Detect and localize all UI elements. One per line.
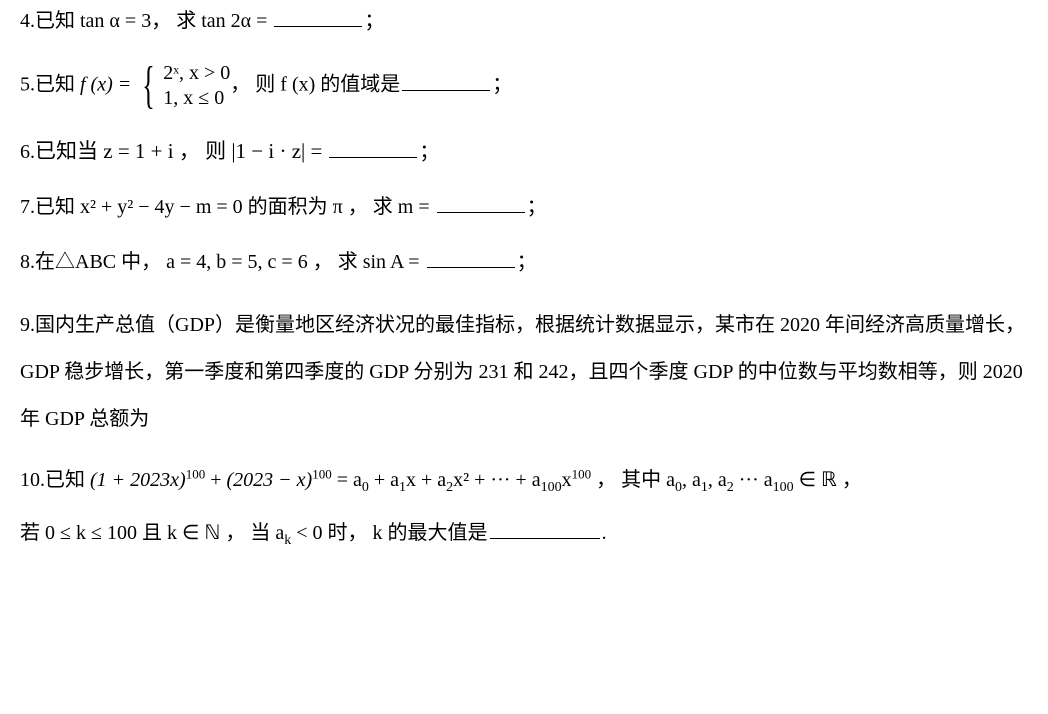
blank-4 [274,6,362,27]
p10-exp1: 100 [186,466,206,481]
p10-c1: 1 [701,480,708,495]
problem-8-num: 8. [20,251,35,273]
case-2: 1, x ≤ 0 [163,86,230,111]
blank-7 [437,192,525,213]
problem-5: 5.已知 f (x) = {2ˣ, x > 01, x ≤ 0， 则 f (x)… [20,61,1028,111]
blank-5 [402,70,490,91]
problem-8-post: ； [517,251,537,273]
problem-10-line1: 10.已知 (1 + 2023x)100 + (2023 − x)100 = a… [20,465,1028,496]
p10b-post: . [602,522,607,544]
problem-4: 4.已知 tan α = 3， 求 tan 2α = ； [20,6,1028,37]
p10-t4: x [562,469,572,491]
p10-c100: 100 [773,480,794,495]
p10-t2: x + a [406,469,446,491]
p10-pre: 已知 [45,469,90,491]
problem-4-text: 已知 tan α = 3， 求 tan 2α = [35,10,267,32]
p10-expr1: (1 + 2023x) [90,469,186,491]
problem-6-num: 6. [20,141,35,163]
p10-a100: 100 [541,480,562,495]
problem-7: 7.已知 x² + y² − 4y − m = 0 的面积为 π ， 求 m =… [20,192,1028,223]
problem-5-post: ； [492,74,512,96]
p10-t1: + a [369,469,399,491]
problem-8-text: 在△ABC 中， a = 4, b = 5, c = 6 ， 求 sin A = [35,251,420,273]
p10-cm2: , a [708,469,727,491]
problem-10-line2: 若 0 ≤ k ≤ 100 且 k ∈ ℕ ， 当 ak < 0 时， k 的最… [20,518,1028,549]
p10-t3: x² + ··· + a [453,469,540,491]
p10-a1: 1 [399,480,406,495]
problem-7-num: 7. [20,196,35,218]
problem-7-post: ； [527,196,547,218]
problem-7-text: 已知 x² + y² − 4y − m = 0 的面积为 π ， 求 m = [35,196,430,218]
p10-c0: 0 [675,480,682,495]
blank-6 [329,137,417,158]
problem-5-fn: f (x) = [80,74,136,96]
piecewise-brace: {2ˣ, x > 01, x ≤ 0 [136,61,230,111]
problem-6-post: ； [419,141,439,163]
problem-5-pre2: ， 则 f (x) 的值域是 [230,74,400,96]
left-brace-icon: { [142,65,154,107]
p10-eq: = a [332,469,362,491]
problem-10-num: 10. [20,469,45,491]
blank-8 [427,247,515,268]
problem-4-post: ； [364,10,384,32]
problem-4-num: 4. [20,10,35,32]
p10-c2: 2 [727,480,734,495]
problem-6: 6.已知当 z = 1 + i ， 则 |1 − i · z| = ； [20,135,1028,168]
piecewise-cases: 2ˣ, x > 01, x ≤ 0 [163,61,230,111]
p10-exp3: 100 [572,466,592,481]
p10b-mid: < 0 时， k 的最大值是 [291,522,487,544]
p10-exp2: 100 [312,466,332,481]
problem-8: 8.在△ABC 中， a = 4, b = 5, c = 6 ， 求 sin A… [20,247,1028,278]
p10-inR: ∈ ℝ ， [794,469,862,491]
p10-comma: ， 其中 a [591,469,675,491]
p10-expr2: (2023 − x) [226,469,312,491]
p10-dots: ··· a [734,469,773,491]
problem-5-pre1: 已知 [35,74,80,96]
problem-6-text: 已知当 z = 1 + i ， 则 |1 − i · z| = [35,139,322,163]
problem-5-num: 5. [20,74,35,96]
problem-9-num: 9. [20,314,35,336]
p10b-pre: 若 0 ≤ k ≤ 100 且 k ∈ ℕ ， 当 a [20,522,284,544]
blank-10 [490,518,600,539]
p10-cm1: , a [682,469,701,491]
p10-a0: 0 [362,480,369,495]
problem-9-text: 国内生产总值（GDP）是衡量地区经济状况的最佳指标，根据统计数据显示，某市在 2… [20,314,1025,430]
problem-9: 9.国内生产总值（GDP）是衡量地区经济状况的最佳指标，根据统计数据显示，某市在… [20,302,1028,443]
p10-plus: + [205,469,226,491]
case-1: 2ˣ, x > 0 [163,61,230,86]
